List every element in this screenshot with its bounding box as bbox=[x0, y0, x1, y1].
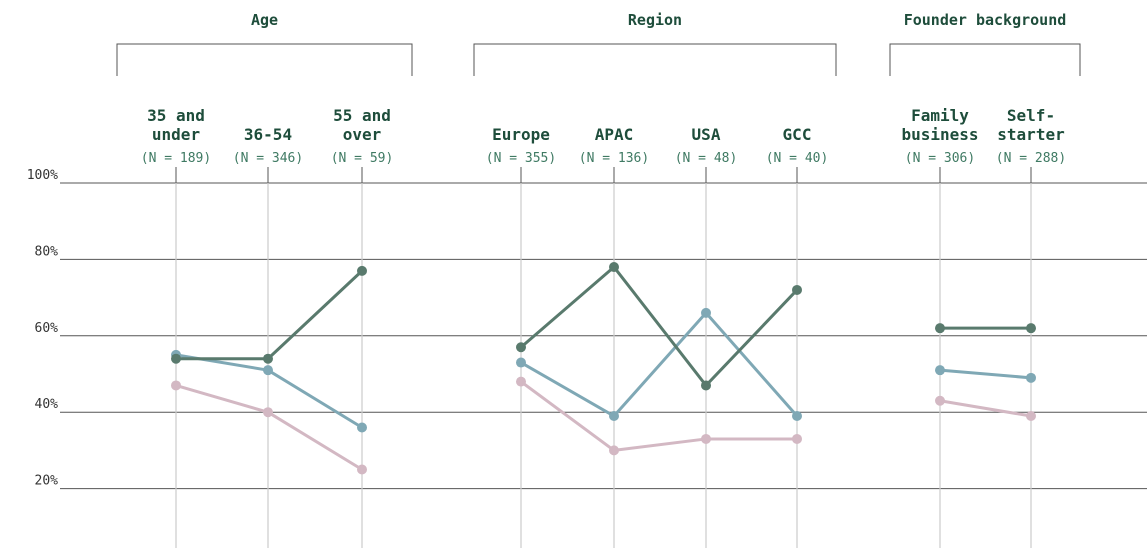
group-title: Founder background bbox=[904, 11, 1067, 29]
category-n-label: (N = 59) bbox=[331, 151, 394, 166]
data-point bbox=[792, 284, 802, 295]
category-n-label: (N = 48) bbox=[675, 151, 738, 166]
series-line bbox=[175, 384, 363, 471]
category-n-label: (N = 346) bbox=[233, 151, 303, 166]
group-bracket bbox=[116, 43, 413, 76]
series-line bbox=[520, 380, 797, 452]
series-line bbox=[939, 399, 1032, 418]
category-label: business bbox=[901, 125, 978, 144]
y-tick-label: 80% bbox=[35, 244, 59, 259]
data-point bbox=[263, 407, 273, 418]
data-point bbox=[935, 365, 945, 376]
category-label: 35 and bbox=[147, 106, 205, 125]
category-label: GCC bbox=[783, 125, 812, 144]
category-label: 55 and bbox=[333, 106, 391, 125]
data-point bbox=[1026, 323, 1036, 334]
data-point bbox=[701, 307, 711, 318]
data-point bbox=[701, 380, 711, 391]
data-point bbox=[792, 411, 802, 422]
category-n-label: (N = 355) bbox=[486, 151, 556, 166]
y-tick-label: 100% bbox=[27, 168, 58, 183]
category-label: Self- bbox=[1007, 106, 1055, 125]
series-line bbox=[520, 311, 799, 418]
data-point bbox=[357, 464, 367, 475]
category-label: Europe bbox=[492, 125, 550, 144]
category-n-label: (N = 288) bbox=[996, 151, 1066, 166]
category-label: Family bbox=[911, 106, 969, 125]
group-title: Age bbox=[251, 11, 278, 29]
data-point bbox=[609, 411, 619, 422]
series-line bbox=[939, 368, 1032, 380]
category-n-label: (N = 136) bbox=[579, 151, 649, 166]
data-point bbox=[263, 365, 273, 376]
data-point bbox=[1026, 372, 1036, 383]
y-tick-label: 40% bbox=[35, 397, 59, 412]
data-point bbox=[171, 380, 181, 391]
y-tick-label: 60% bbox=[35, 321, 59, 336]
data-point bbox=[935, 323, 945, 334]
category-label: 36-54 bbox=[244, 125, 292, 144]
category-n-label: (N = 40) bbox=[766, 151, 829, 166]
category-n-label: (N = 189) bbox=[141, 151, 211, 166]
data-point bbox=[263, 353, 273, 364]
category-n-label: (N = 306) bbox=[905, 151, 975, 166]
group-bracket bbox=[473, 43, 837, 76]
category-label: starter bbox=[997, 125, 1064, 144]
data-point bbox=[1026, 411, 1036, 422]
data-point bbox=[357, 422, 367, 433]
series-line bbox=[176, 269, 364, 361]
group-bracket bbox=[889, 43, 1081, 76]
data-point bbox=[935, 395, 945, 406]
data-point bbox=[171, 353, 181, 364]
category-label: under bbox=[152, 125, 200, 144]
group-title: Region bbox=[628, 11, 682, 29]
data-point bbox=[701, 433, 711, 444]
data-point bbox=[516, 357, 526, 368]
data-point bbox=[516, 376, 526, 387]
series-line bbox=[520, 265, 799, 387]
category-label: USA bbox=[692, 125, 721, 144]
data-point bbox=[516, 342, 526, 353]
category-label: over bbox=[343, 125, 382, 144]
data-point bbox=[357, 265, 367, 276]
data-point bbox=[792, 433, 802, 444]
y-tick-label: 20% bbox=[35, 474, 59, 489]
data-point bbox=[609, 262, 619, 273]
category-label: APAC bbox=[595, 125, 634, 144]
data-point bbox=[609, 445, 619, 456]
